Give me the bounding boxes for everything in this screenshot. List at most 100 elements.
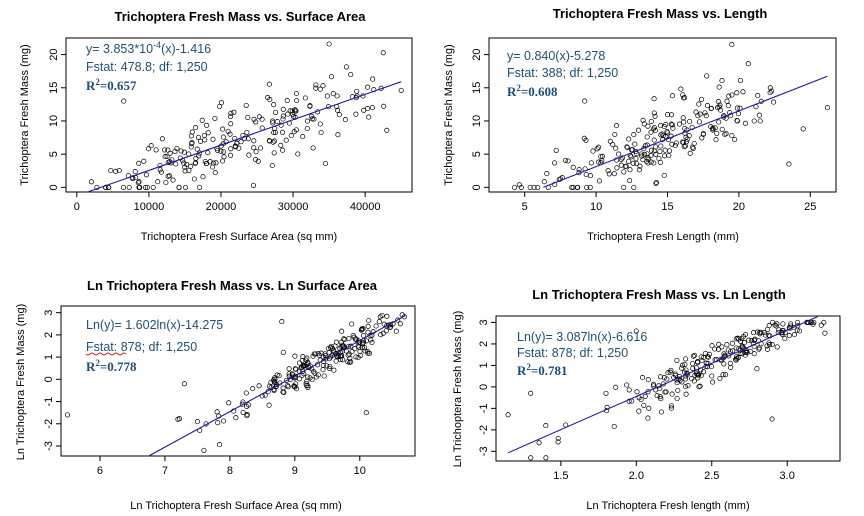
r-squared-value: =0.781	[531, 363, 568, 378]
data-point	[694, 371, 700, 377]
data-point	[583, 171, 589, 178]
data-point	[194, 146, 200, 152]
data-point	[676, 121, 683, 127]
data-point	[355, 338, 362, 344]
data-point	[220, 158, 226, 164]
data-point	[791, 332, 797, 338]
data-point	[663, 122, 669, 128]
data-point	[316, 352, 322, 358]
data-point	[189, 129, 195, 135]
data-point	[360, 341, 366, 347]
data-point	[108, 167, 114, 174]
scatter-points	[512, 42, 830, 190]
r-squared-exponent: 2	[95, 358, 100, 368]
data-point	[764, 346, 771, 352]
data-point	[653, 179, 660, 186]
data-point	[626, 136, 632, 142]
y-tick-label: 3	[478, 319, 490, 325]
data-point	[212, 115, 218, 121]
data-point	[178, 148, 184, 154]
data-point	[641, 121, 647, 127]
data-point	[311, 369, 317, 375]
data-point	[158, 169, 164, 175]
data-point	[756, 346, 762, 352]
data-point	[795, 319, 801, 325]
y-ticks: -3 -2 -1 0 1 2 3	[43, 310, 61, 451]
data-point	[293, 366, 299, 372]
data-point	[292, 353, 298, 359]
data-point	[196, 153, 202, 159]
data-point	[213, 160, 219, 166]
data-point	[584, 184, 590, 190]
data-point	[751, 351, 757, 357]
data-point	[658, 123, 664, 129]
y-tick-label: 1	[478, 362, 490, 368]
data-point	[723, 131, 729, 137]
equation-text: y= 3.853*10-4(x)-1.416	[86, 40, 211, 56]
data-point	[333, 358, 339, 364]
data-point	[732, 136, 738, 143]
data-point	[359, 326, 365, 332]
data-point	[353, 111, 359, 117]
data-point	[302, 363, 308, 369]
data-point	[188, 144, 194, 150]
y-axis-label: Ln Trichoptera Fresh Mass (mg)	[15, 304, 27, 461]
data-point	[280, 116, 286, 122]
data-point	[226, 400, 232, 406]
data-point	[393, 328, 399, 334]
data-point	[565, 158, 571, 164]
data-point	[624, 144, 630, 151]
data-point	[126, 184, 132, 190]
data-point	[607, 138, 613, 144]
y-tick-label: 2	[478, 341, 490, 347]
data-point	[244, 403, 250, 409]
data-point	[296, 360, 303, 366]
data-point	[227, 131, 233, 137]
data-point	[278, 142, 284, 148]
data-point	[307, 103, 313, 109]
data-point	[576, 167, 582, 173]
fstat-text: Fstat: 878; df: 1,250	[86, 340, 197, 354]
r-squared-value: =0.657	[100, 78, 137, 93]
data-point	[696, 384, 702, 390]
data-point	[645, 160, 651, 166]
data-point	[262, 392, 268, 398]
data-point	[324, 93, 330, 99]
data-point	[364, 349, 371, 355]
data-point	[669, 391, 675, 397]
data-point	[292, 366, 298, 372]
data-point	[300, 134, 306, 140]
panel-mass-vs-area: Trichoptera Fresh Mass vs. Surface Area …	[19, 9, 413, 243]
data-point	[294, 97, 300, 104]
data-point	[788, 321, 794, 327]
regression-line	[507, 316, 818, 454]
data-point	[197, 184, 203, 190]
data-point	[272, 376, 278, 382]
data-point	[285, 384, 291, 390]
data-point	[239, 401, 245, 407]
data-point	[274, 372, 280, 378]
data-point	[285, 111, 291, 117]
data-point	[342, 117, 348, 123]
data-point	[704, 103, 711, 109]
y-tick-label: 10	[471, 115, 483, 127]
data-point	[311, 351, 317, 357]
data-point	[822, 330, 828, 336]
r-squared-text: R2=0.657	[86, 77, 137, 93]
y-tick-label: 0	[43, 376, 55, 382]
data-point	[766, 323, 772, 329]
data-point	[191, 176, 197, 182]
r-squared-value: =0.608	[521, 84, 558, 99]
x-tick-label: 2.0	[629, 470, 644, 482]
data-point	[137, 184, 143, 190]
data-point	[569, 184, 575, 190]
data-point	[767, 85, 773, 91]
data-point	[664, 376, 670, 382]
data-point	[296, 376, 302, 382]
data-point	[587, 184, 593, 190]
data-point	[348, 359, 354, 365]
data-point	[271, 138, 277, 144]
data-point	[305, 374, 311, 380]
data-point	[751, 118, 757, 124]
data-point	[767, 342, 773, 348]
